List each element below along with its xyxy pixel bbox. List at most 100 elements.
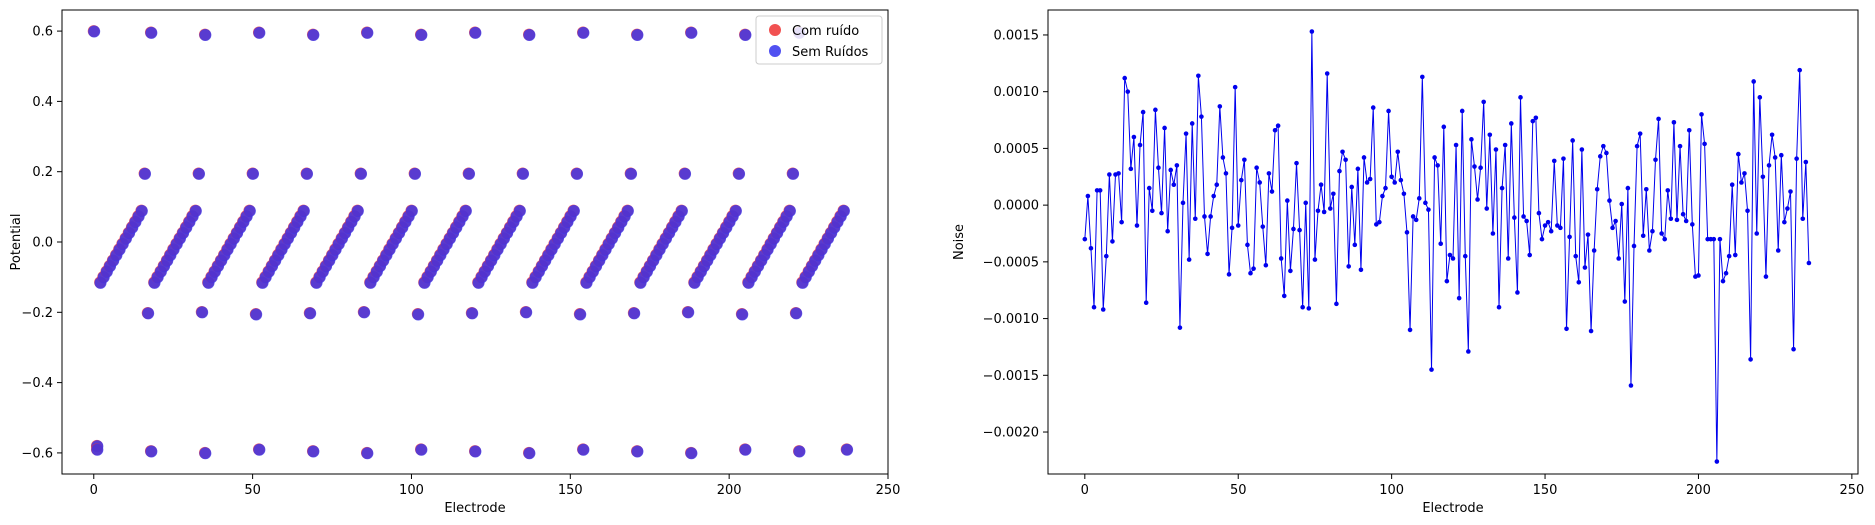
noise-point (1591, 248, 1597, 253)
noise-point (1116, 171, 1121, 176)
point-sem-ruidos (91, 443, 104, 456)
point-sem-ruidos (679, 167, 692, 180)
noise-point (1389, 174, 1394, 180)
noise-point (1680, 211, 1686, 217)
noise-point (1410, 214, 1416, 219)
noise-point (1696, 273, 1701, 278)
noise-point (1174, 163, 1180, 168)
noise-point (1536, 210, 1542, 216)
y-tick-label: 0.4 (32, 95, 53, 110)
noise-point (1594, 186, 1600, 192)
noise-point (1416, 196, 1422, 201)
noise-point (1107, 172, 1112, 177)
noise-point (1462, 253, 1468, 259)
left-y-axis-ticks: −0.6 −0.4 −0.2 0.0 0.2 0.4 0.6 (21, 25, 62, 461)
x-tick-label: 200 (717, 483, 742, 498)
point-sem-ruidos (790, 307, 803, 320)
point-sem-ruidos (304, 307, 317, 320)
noise-point (1634, 143, 1640, 149)
noise-point (1760, 174, 1766, 180)
noise-point (1168, 167, 1174, 173)
noise-point (1349, 184, 1355, 190)
noise-point (1122, 75, 1128, 81)
noise-point (1208, 214, 1213, 219)
noise-point (1383, 185, 1388, 191)
noise-point (1690, 222, 1695, 227)
y-tick-label: 0.2 (32, 165, 53, 180)
noise-point (1186, 257, 1192, 262)
noise-point (1579, 147, 1585, 152)
noise-point (1085, 193, 1091, 199)
noise-point (1266, 171, 1272, 176)
noise-point (1100, 307, 1106, 312)
noise-point (1156, 165, 1161, 170)
x-tick-label: 150 (558, 483, 583, 498)
y-tick-label: −0.0005 (983, 255, 1039, 270)
y-tick-label: −0.4 (21, 376, 53, 391)
noise-point (1257, 180, 1263, 185)
noise-point (1300, 304, 1305, 310)
noise-point (1597, 154, 1603, 159)
point-sem-ruidos (625, 167, 638, 180)
noise-point (1637, 131, 1643, 136)
point-sem-ruidos (135, 205, 148, 218)
noise-point (1364, 180, 1370, 185)
noise-point (1502, 142, 1508, 148)
legend-label-com-ruido: Com ruído (792, 24, 859, 39)
noise-point (1647, 248, 1652, 253)
noise-point (1677, 143, 1683, 149)
noise-point (1665, 188, 1671, 193)
noise-point (1610, 225, 1615, 231)
point-sem-ruidos (783, 205, 796, 218)
noise-point (1370, 105, 1376, 110)
noise-point (1377, 219, 1382, 225)
noise-point (1533, 115, 1539, 121)
noise-point (1769, 132, 1775, 138)
point-sem-ruidos (682, 306, 695, 319)
noise-point (1806, 260, 1812, 266)
noise-point (1119, 219, 1124, 225)
y-tick-label: 0.0000 (994, 199, 1040, 214)
noise-point (1131, 134, 1137, 140)
x-tick-label: 50 (1230, 483, 1247, 498)
noise-point (1380, 193, 1385, 199)
noise-point (1321, 209, 1327, 215)
noise-point (1343, 157, 1348, 163)
point-sem-ruidos (523, 29, 536, 42)
noise-point (1803, 159, 1809, 165)
noise-point (1527, 252, 1533, 258)
y-tick-label: 0.0015 (994, 28, 1040, 43)
noise-point (1714, 459, 1720, 464)
noise-point (1128, 166, 1134, 172)
left-x-axis-ticks: 0 50 100 150 200 250 (90, 474, 900, 498)
noise-point (1423, 200, 1428, 206)
noise-point (1518, 95, 1523, 100)
noise-point (1426, 207, 1431, 212)
noise-point (1631, 243, 1637, 249)
point-sem-ruidos (355, 167, 368, 180)
noise-point (1450, 256, 1456, 261)
noise-point (1748, 357, 1753, 362)
noise-point (1171, 182, 1177, 188)
point-sem-ruidos (412, 308, 425, 321)
point-sem-ruidos (247, 167, 260, 180)
noise-point (1561, 156, 1566, 161)
noise-point (1625, 185, 1631, 191)
noise-point (1539, 236, 1545, 242)
noise-point (1288, 268, 1293, 274)
noise-point (1487, 132, 1493, 138)
noise-point (1435, 163, 1440, 168)
noise-point (1318, 182, 1324, 188)
noise-point (1189, 121, 1195, 126)
point-sem-ruidos (739, 443, 752, 456)
point-sem-ruidos (469, 26, 482, 39)
noise-point (1732, 252, 1738, 258)
noise-point (1785, 206, 1790, 211)
point-sem-ruidos (513, 205, 526, 218)
noise-point (1285, 198, 1290, 203)
noise-point (1275, 123, 1281, 129)
noise-point (1650, 228, 1655, 234)
noise-point (1702, 141, 1707, 147)
y-tick-label: −0.6 (21, 446, 53, 461)
